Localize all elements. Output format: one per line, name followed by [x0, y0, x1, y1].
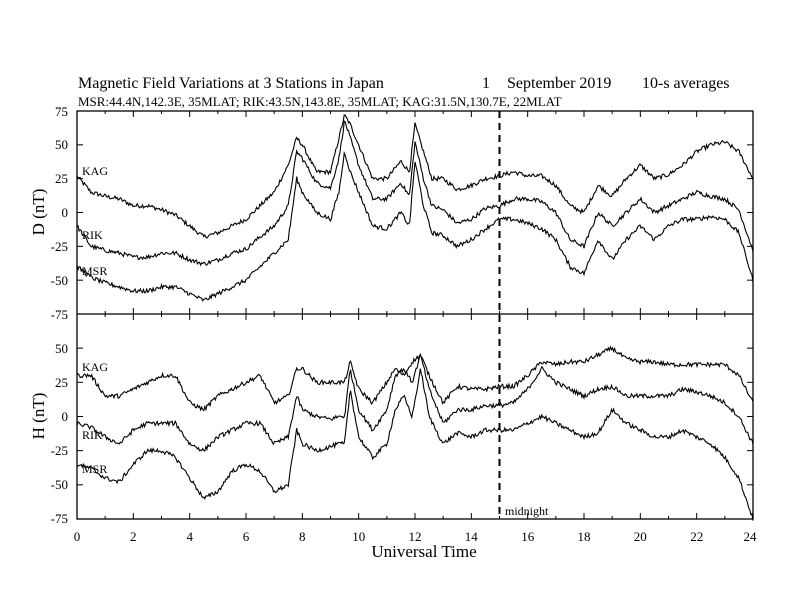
midnight-label: midnight: [505, 504, 549, 518]
x-tick-label: 2: [130, 529, 137, 544]
d-y-tick-label: 75: [55, 104, 68, 119]
d-series-line-msr: [76, 150, 754, 302]
x-tick-label: 22: [690, 529, 703, 544]
x-tick-label: 8: [299, 529, 306, 544]
h-station-label-msr: MSR: [82, 462, 107, 476]
chart-day: 1: [482, 75, 490, 92]
d-y-tick-label: 50: [55, 137, 68, 152]
d-y-tick-label: 0: [62, 205, 69, 220]
d-y-tick-label: -75: [51, 307, 68, 322]
h-y-tick-label: 0: [62, 409, 69, 424]
h-y-tick-label: -75: [51, 511, 68, 526]
x-tick-label: 18: [578, 529, 591, 544]
h-y-tick-label: 50: [55, 341, 68, 356]
d-station-label-msr: MSR: [82, 264, 107, 278]
axis-ticks: [76, 110, 754, 520]
x-axis-label: Universal Time: [371, 542, 476, 561]
d-station-label-rik: RIK: [82, 228, 103, 242]
x-tick-label: 0: [74, 529, 81, 544]
d-series-line-kag: [76, 114, 754, 239]
chart-month-year: September 2019: [507, 75, 611, 92]
x-tick-label: 24: [744, 529, 758, 544]
d-y-tick-label: -25: [51, 239, 68, 254]
x-tick-label: 6: [243, 529, 250, 544]
d-station-label-kag: KAG: [82, 164, 108, 178]
chart-averaging: 10-s averages: [642, 75, 730, 92]
h-station-label-kag: KAG: [82, 360, 108, 374]
d-y-tick-label: -50: [51, 273, 68, 288]
h-panel-y-tick-labels: 50 25 0 -25 -50 -75: [51, 341, 68, 526]
h-y-tick-label: 25: [55, 375, 68, 390]
x-tick-label: 12: [409, 529, 422, 544]
h-y-tick-label: -25: [51, 443, 68, 458]
d-y-axis-label: D (nT): [29, 189, 48, 236]
x-tick-label: 14: [465, 529, 479, 544]
h-station-label-rik: RIK: [82, 428, 103, 442]
h-series-line-kag: [76, 345, 754, 412]
d-y-tick-label: 25: [55, 171, 68, 186]
h-y-tick-label: -50: [51, 477, 68, 492]
station-labels: KAG RIK MSR KAG RIK MSR: [82, 164, 108, 476]
d-panel-y-tick-labels: 75 50 25 0 -25 -50 -75: [51, 104, 68, 322]
h-y-axis-label: H (nT): [29, 393, 48, 440]
stations-line: MSR:44.4N,142.3E, 35MLAT; RIK:43.5N,143.…: [78, 94, 562, 109]
x-tick-label: 16: [521, 529, 535, 544]
d-series-line-rik: [76, 120, 754, 267]
h-series-line-rik: [76, 352, 754, 452]
chart-title: Magnetic Field Variations at 3 Stations …: [78, 75, 384, 92]
x-tick-label: 10: [352, 529, 365, 544]
h-series-line-msr: [76, 368, 754, 521]
series-layer: [76, 114, 754, 521]
x-tick-label: 4: [186, 529, 193, 544]
x-tick-labels: 0 2 4 6 8 10 12 14 16 18 20 22 24: [74, 529, 757, 544]
x-tick-label: 20: [634, 529, 647, 544]
